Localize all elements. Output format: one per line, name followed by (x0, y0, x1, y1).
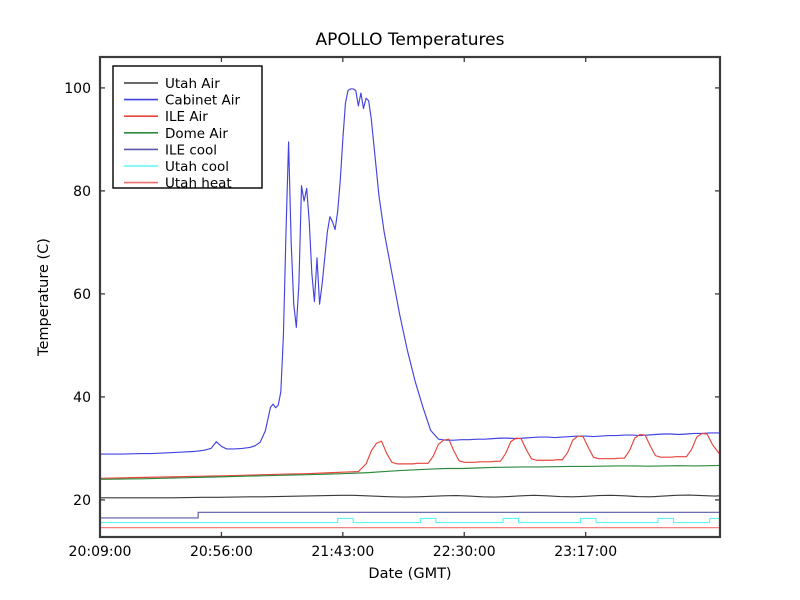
x-tick-label: 21:43:00 (311, 544, 374, 560)
y-tick-label: 100 (64, 81, 91, 97)
y-tick-label: 20 (73, 493, 91, 509)
x-tick-label: 20:09:00 (69, 544, 132, 560)
legend-label-ile-air: ILE Air (165, 109, 208, 125)
axes-spines (98, 55, 722, 539)
y-tick-label: 80 (73, 184, 91, 200)
legend-label-ile-cool: ILE cool (165, 142, 217, 158)
y-tick-label: 60 (73, 287, 91, 303)
legend-background (112, 65, 263, 189)
x-tick-label: 22:30:00 (433, 544, 496, 560)
y-tick-label: 40 (73, 390, 91, 406)
y-axis-ticks: 20 40 60 80 100 (64, 81, 720, 509)
series-line-utah-cool (100, 517, 720, 524)
series-line-dome-air (99, 464, 721, 480)
legend-label-dome-air: Dome Air (165, 126, 228, 142)
series-line-utah-air (100, 494, 721, 499)
x-axis-ticks: 20:09:00 20:56:00 21:43:00 22:30:00 23:17:00 (69, 57, 617, 560)
x-tick-label: 23:17:00 (554, 544, 617, 560)
x-axis-label: Date (GMT) (368, 566, 451, 582)
series-lines-group (99, 88, 721, 529)
legend-label-utah-cool: Utah cool (165, 159, 229, 175)
series-line-ile-air (99, 432, 721, 479)
x-tick-label: 20:56:00 (190, 544, 253, 560)
chart-title: APOLLO Temperatures (316, 30, 505, 50)
y-axis-label: Temperature (C) (36, 238, 52, 357)
legend-label-cabinet-air: Cabinet Air (165, 93, 240, 109)
series-line-ile-cool (100, 511, 720, 519)
legend-label-utah-heat: Utah heat (165, 176, 232, 192)
legend-label-utah-air: Utah Air (165, 76, 220, 92)
